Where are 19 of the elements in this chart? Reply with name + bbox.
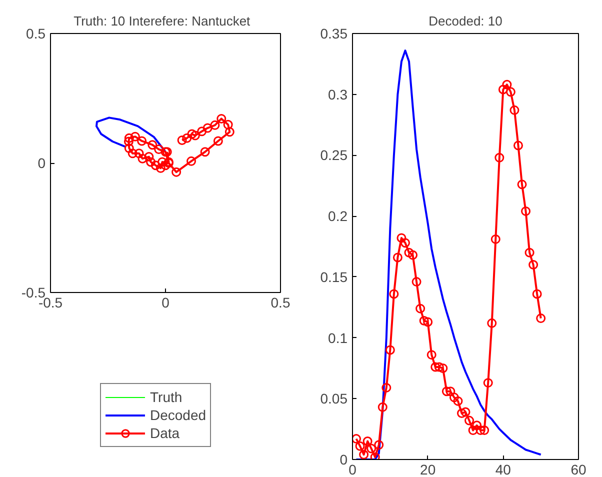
y-tick-label: 0.05 [320,390,348,407]
y-tick-label: 0.35 [320,26,348,42]
y-tick-label: 0.15 [320,268,348,285]
y-tick-label: 0.25 [320,147,348,164]
y-tick-label: 0.1 [328,330,348,346]
y-tick-label: 0.5 [26,26,46,42]
x-tick-label: 0 [162,294,170,310]
y-tick-label: 0.2 [328,208,348,224]
x-tick-label: 20 [420,462,436,477]
y-tick-label: 0.3 [328,86,348,102]
legend-label: Decoded [150,406,206,424]
x-tick-label: 40 [495,462,512,477]
chart-title: Truth: 10 Interefere: Nantucket [74,14,251,28]
chart-title: Decoded: 10 [428,14,502,28]
x-tick-label: 60 [570,462,586,477]
x-tick-label: 0.5 [270,294,290,310]
legend-label: Truth [150,388,182,406]
y-tick-label: 0 [38,155,46,171]
legend-label: Data [150,424,180,442]
